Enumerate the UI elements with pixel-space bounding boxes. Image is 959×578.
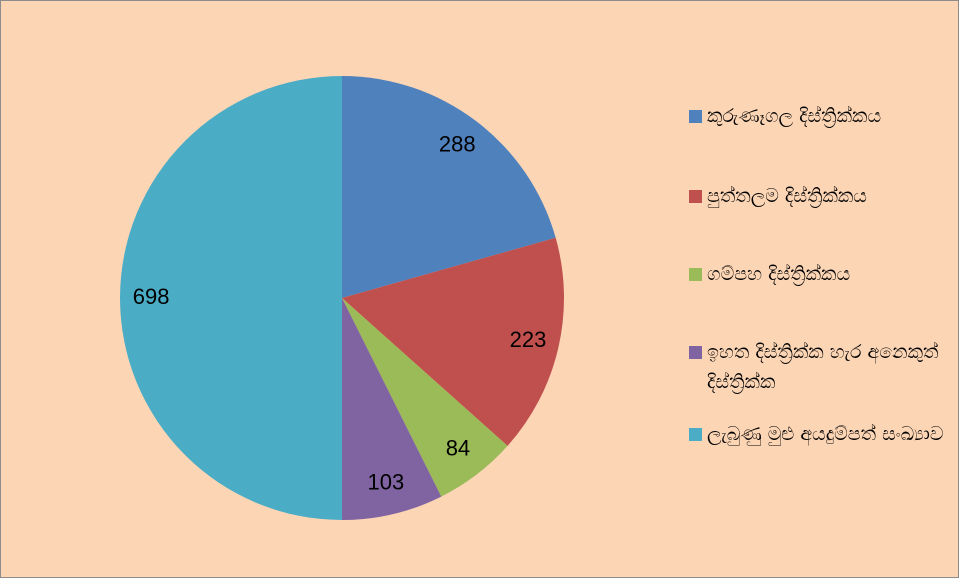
legend-item: ගම්පහ දිස්ත්‍රික්කය [689, 259, 947, 289]
pie-slice [342, 76, 556, 298]
data-label: 698 [133, 284, 170, 309]
legend-label: කුරුණෑගල දිස්ත්‍රික්කය [707, 105, 882, 127]
legend-swatch [689, 268, 702, 281]
legend-label: ගම්පහ දිස්ත්‍රික්කය [707, 263, 851, 285]
legend-item: ලැබුණු මුළු අයදුම්පත් සංඛ්‍යාව [689, 419, 947, 449]
legend-item: පුත්තලම දිස්ත්‍රික්කය [689, 181, 947, 211]
legend-label: පුත්තලම දිස්ත්‍රික්කය [707, 185, 867, 207]
legend-swatch [689, 428, 702, 441]
data-label: 288 [439, 132, 476, 157]
pie-slice [120, 76, 342, 520]
data-label: 84 [446, 435, 470, 460]
legend-swatch [689, 110, 702, 123]
pie-slice [342, 237, 564, 446]
data-label: 103 [367, 470, 404, 495]
data-label: 223 [510, 327, 547, 352]
legend-label: ඉහත දිස්ත්‍රික්ක හැර අනෙකුත් දිස්ත්‍රික්… [707, 341, 939, 393]
legend-item: කුරුණෑගල දිස්ත්‍රික්කය [689, 101, 947, 131]
legend-item: ඉහත දිස්ත්‍රික්ක හැර අනෙකුත් දිස්ත්‍රික්… [689, 337, 947, 397]
legend-swatch [689, 346, 702, 359]
pie-slice [342, 298, 508, 497]
pie-slice [342, 298, 442, 520]
legend-label: ලැබුණු මුළු අයදුම්පත් සංඛ්‍යාව [707, 423, 944, 445]
legend-swatch [689, 190, 702, 203]
